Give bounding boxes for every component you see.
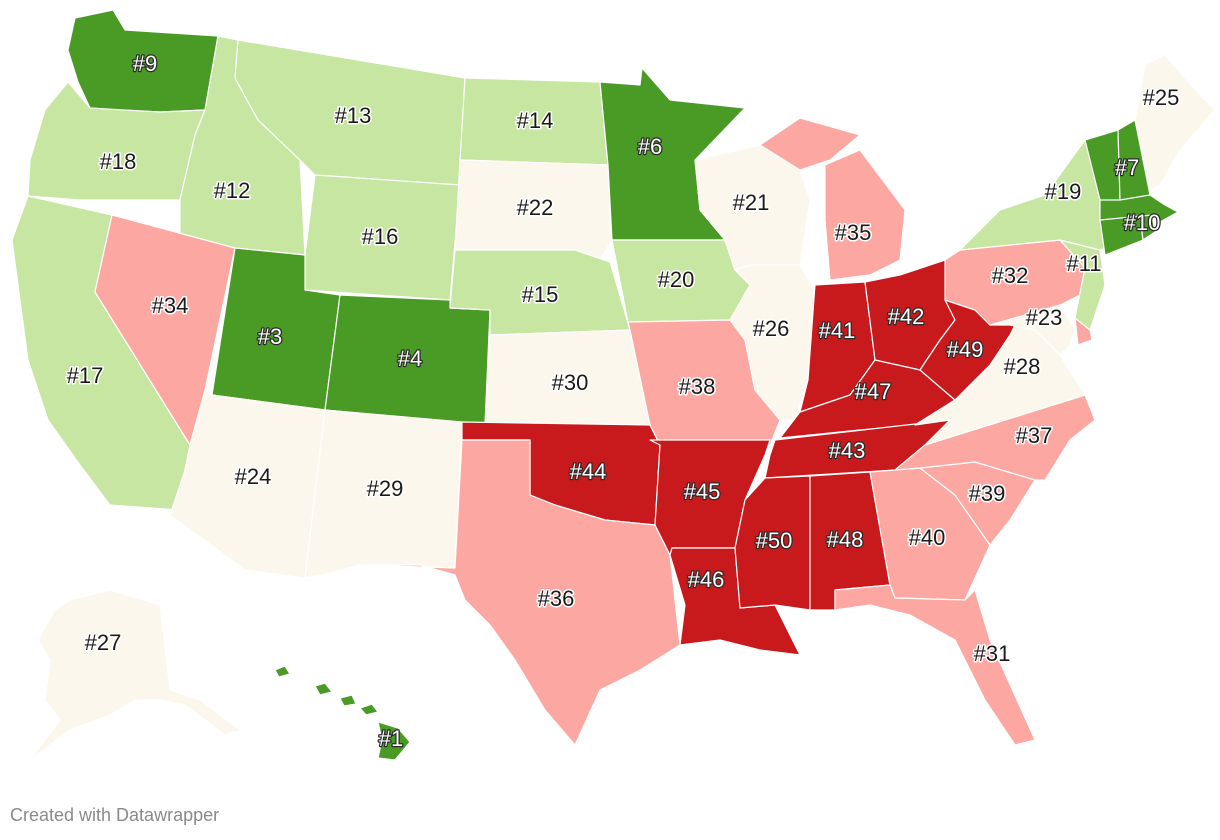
- state-maine[interactable]: [1134, 54, 1216, 191]
- rank-label-nj: #11: [1066, 251, 1101, 276]
- rank-label-mo: #38: [679, 374, 716, 399]
- rank-label-la: #46: [688, 567, 725, 592]
- rank-label-wi: #21: [733, 190, 770, 215]
- rank-label-mt: #13: [335, 103, 372, 128]
- state-wyoming[interactable]: [304, 174, 461, 301]
- rank-label-sd: #22: [517, 195, 554, 220]
- rank-label-va: #28: [1004, 354, 1041, 379]
- rank-label-me: #25: [1143, 85, 1180, 110]
- rank-label-ma: #10: [1124, 210, 1161, 235]
- rank-label-ks: #30: [552, 370, 589, 395]
- rank-label-oh: #42: [888, 304, 925, 329]
- rank-label-ca: #17: [67, 363, 104, 388]
- rank-label-ky: #47: [855, 379, 892, 404]
- rank-label-wa: #9: [133, 51, 157, 76]
- rank-label-or: #18: [100, 149, 137, 174]
- rank-label-nc: #37: [1016, 423, 1053, 448]
- rank-label-sc: #39: [969, 481, 1006, 506]
- rank-label-al: #48: [827, 527, 864, 552]
- rank-label-mn: #6: [638, 134, 662, 159]
- rank-label-ar: #45: [684, 479, 721, 504]
- rank-label-ga: #40: [909, 525, 946, 550]
- state-massachusetts[interactable]: [1099, 194, 1179, 223]
- rank-label-tx: #36: [538, 586, 575, 611]
- rank-label-nm: #29: [367, 476, 404, 501]
- rank-label-mi: #35: [835, 220, 872, 245]
- rank-label-in: #41: [819, 318, 856, 343]
- state-illinois[interactable]: [729, 264, 816, 421]
- rank-label-nd: #14: [517, 108, 554, 133]
- state-new-hampshire[interactable]: [1117, 119, 1151, 201]
- state-florida[interactable]: [834, 584, 1036, 746]
- rank-label-tn: #43: [829, 438, 866, 463]
- state-texas[interactable]: [359, 439, 681, 746]
- state-hawaii[interactable]: [274, 665, 411, 761]
- rank-label-ia: #20: [658, 267, 695, 292]
- rank-label-co: #4: [398, 346, 422, 371]
- rank-label-id: #12: [214, 178, 251, 203]
- state-michigan[interactable]: [759, 117, 906, 281]
- rank-label-az: #24: [235, 464, 272, 489]
- rank-label-il: #26: [753, 316, 790, 341]
- rank-label-hi: #1: [379, 726, 403, 751]
- rank-label-fl: #31: [974, 641, 1011, 666]
- rank-label-ny: #19: [1045, 179, 1082, 204]
- rank-label-pa: #32: [992, 263, 1029, 288]
- state-north-carolina[interactable]: [894, 394, 1096, 481]
- rank-label-nv: #34: [152, 293, 189, 318]
- rank-label-wv: #49: [947, 337, 984, 362]
- rank-label-wy: #16: [362, 224, 399, 249]
- rank-label-nh: #7: [1115, 155, 1139, 180]
- rank-label-ne: #15: [522, 282, 559, 307]
- rank-label-md: #23: [1026, 305, 1063, 330]
- rank-label-ut: #3: [258, 324, 282, 349]
- rank-label-ok: #44: [570, 459, 607, 484]
- state-maryland[interactable]: [989, 304, 1076, 356]
- rank-label-ak: #27: [85, 630, 122, 655]
- us-state-ranking-map: #9 #18 #17 #12 #34 #13 #16 #3 #24 #4 #29 #14 #22 #15 #…: [11, 9, 1216, 761]
- state-alaska[interactable]: [29, 589, 241, 761]
- credit-text: Created with Datawrapper: [10, 805, 220, 825]
- rank-label-ms: #50: [756, 528, 793, 553]
